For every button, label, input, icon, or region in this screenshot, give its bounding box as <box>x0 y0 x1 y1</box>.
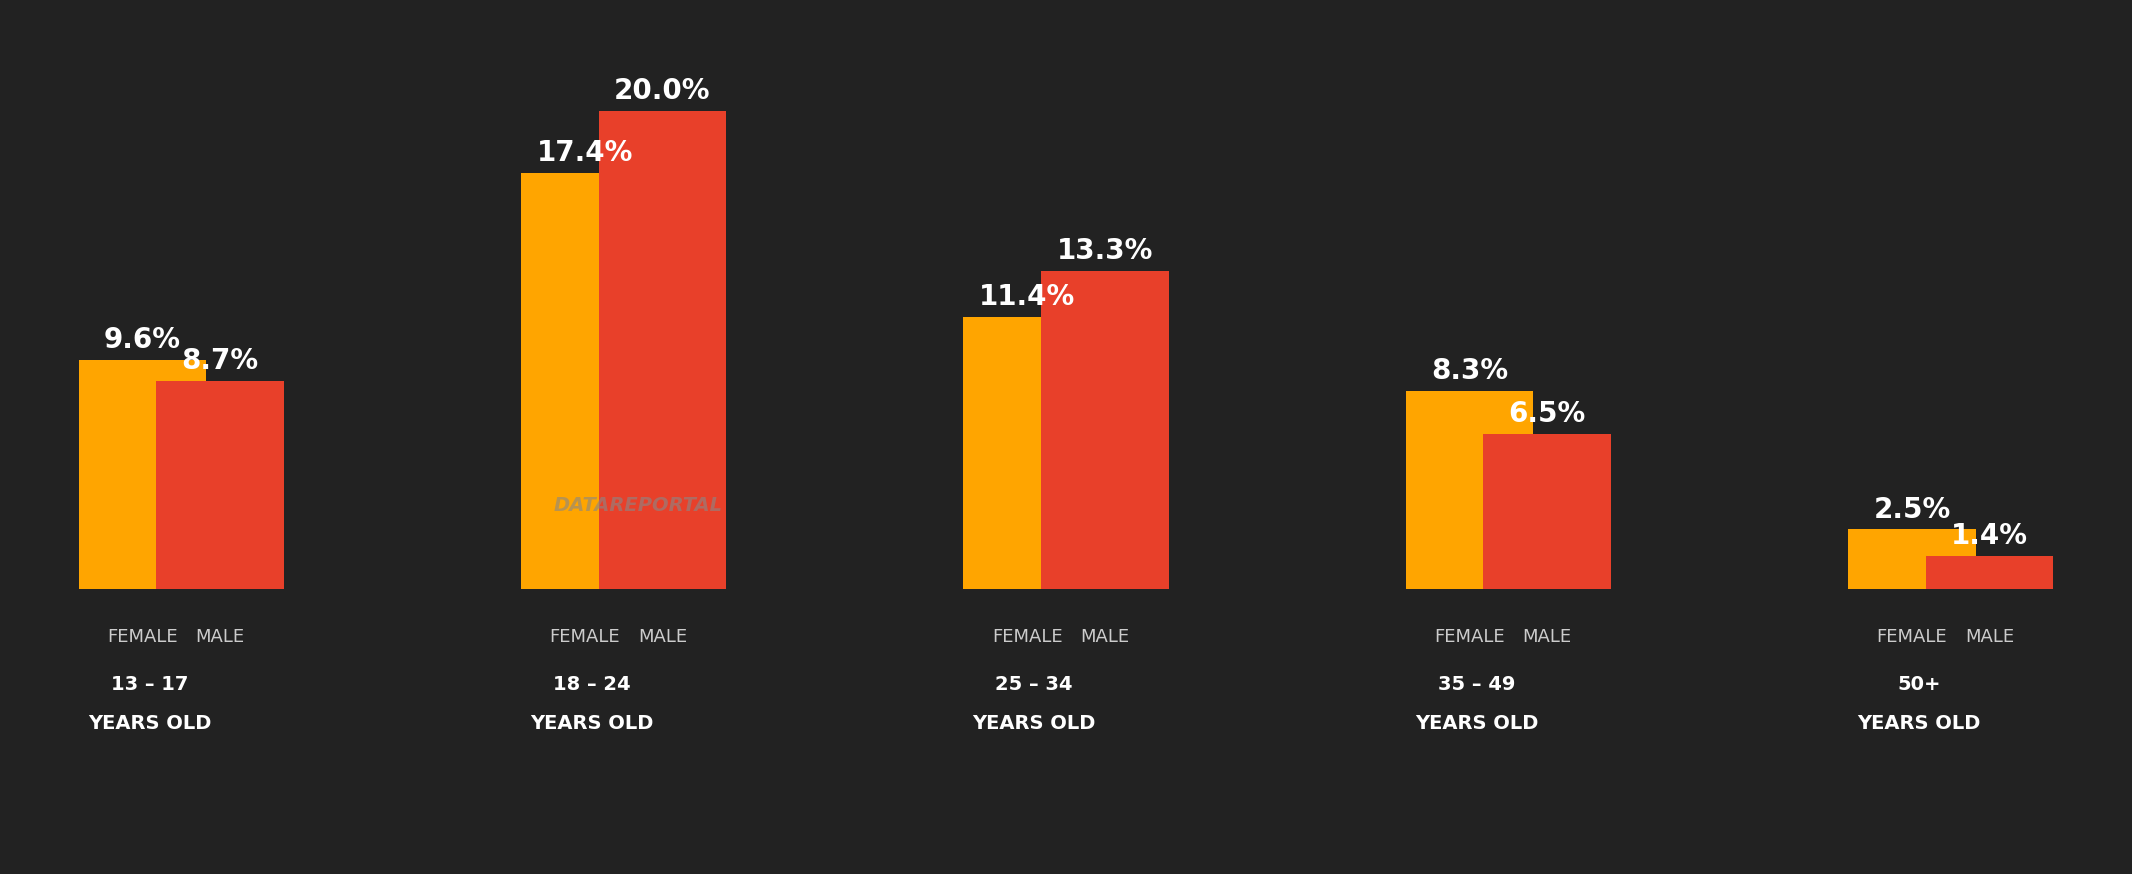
Bar <box>1925 556 2053 589</box>
Text: MALE: MALE <box>1522 628 1571 646</box>
Text: 20.0%: 20.0% <box>614 77 710 105</box>
Text: 1.4%: 1.4% <box>1951 522 2028 550</box>
Text: FEMALE: FEMALE <box>991 628 1062 646</box>
Bar <box>964 316 1092 589</box>
Bar <box>1040 271 1168 589</box>
Bar <box>156 381 284 589</box>
Text: FEMALE: FEMALE <box>550 628 620 646</box>
Bar <box>599 111 727 589</box>
Text: 8.3%: 8.3% <box>1431 357 1507 385</box>
Text: FEMALE: FEMALE <box>1435 628 1505 646</box>
Text: MALE: MALE <box>637 628 687 646</box>
Text: MALE: MALE <box>1966 628 2015 646</box>
Bar <box>1848 530 1976 589</box>
Bar <box>1405 391 1533 589</box>
Bar <box>79 359 207 589</box>
Bar <box>1484 434 1612 589</box>
Text: MALE: MALE <box>196 628 245 646</box>
Text: 50+: 50+ <box>1897 676 1940 695</box>
Text: YEARS OLD: YEARS OLD <box>531 714 652 732</box>
Bar <box>520 173 648 589</box>
Text: FEMALE: FEMALE <box>107 628 177 646</box>
Text: 2.5%: 2.5% <box>1874 496 1951 524</box>
Text: 25 – 34: 25 – 34 <box>996 676 1072 695</box>
Text: 9.6%: 9.6% <box>104 326 181 354</box>
Text: 8.7%: 8.7% <box>181 347 258 375</box>
Text: YEARS OLD: YEARS OLD <box>1857 714 1981 732</box>
Text: YEARS OLD: YEARS OLD <box>87 714 211 732</box>
Text: DATAREPORTAL: DATAREPORTAL <box>554 496 723 515</box>
Text: MALE: MALE <box>1081 628 1130 646</box>
Text: 17.4%: 17.4% <box>537 139 633 167</box>
Text: YEARS OLD: YEARS OLD <box>1416 714 1537 732</box>
Text: 6.5%: 6.5% <box>1509 399 1586 427</box>
Text: YEARS OLD: YEARS OLD <box>972 714 1096 732</box>
Text: 35 – 49: 35 – 49 <box>1437 676 1516 695</box>
Text: 18 – 24: 18 – 24 <box>552 676 631 695</box>
Text: 11.4%: 11.4% <box>979 282 1075 310</box>
Text: 13.3%: 13.3% <box>1057 237 1153 265</box>
Text: FEMALE: FEMALE <box>1876 628 1947 646</box>
Text: 13 – 17: 13 – 17 <box>111 676 188 695</box>
